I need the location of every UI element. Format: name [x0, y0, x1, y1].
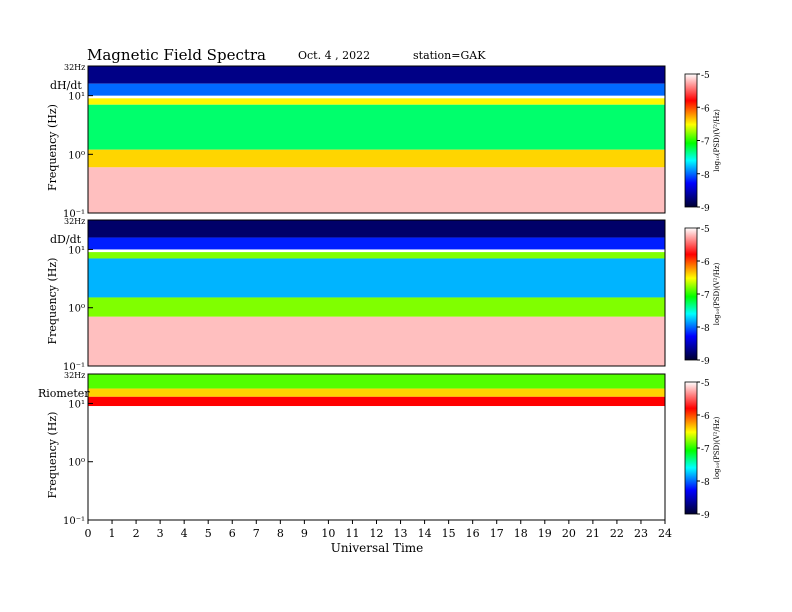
colorbar-tick-label: -6 — [701, 104, 710, 114]
heatmap-band — [88, 258, 665, 298]
panel-name-label: dH/dt — [50, 79, 82, 92]
station-label: station=GAK — [413, 49, 486, 62]
y-tick-label: 10⁻¹ — [63, 209, 85, 220]
heatmap-band — [88, 104, 665, 150]
y-axis-label: Frequency (Hz) — [46, 412, 59, 499]
y-tick-label: 10⁰ — [68, 304, 85, 315]
heatmap-band — [88, 149, 665, 168]
colorbar-tick-label: -7 — [701, 445, 710, 455]
x-tick-label: 6 — [229, 527, 236, 540]
x-tick-label: 23 — [634, 527, 648, 540]
panel-frame — [87, 65, 666, 214]
colorbar-tick-label: -6 — [701, 258, 710, 268]
heatmap-1 — [88, 66, 665, 213]
x-tick-label: 4 — [181, 527, 188, 540]
x-tick-label: 0 — [85, 527, 92, 540]
x-tick-label: 15 — [442, 527, 456, 540]
heatmap-band — [88, 316, 665, 366]
x-tick-label: 24 — [658, 527, 672, 540]
colorbar-tick-label: -8 — [701, 171, 710, 181]
y-tick-label: 10¹ — [68, 245, 85, 256]
colorbar — [684, 73, 698, 208]
x-tick-label: 21 — [586, 527, 600, 540]
colorbar-label: log₁₀(PSD)(V²/Hz) — [713, 262, 721, 325]
heatmap-band — [88, 237, 665, 250]
x-axis-label: Universal Time — [331, 541, 424, 555]
x-tick-label: 12 — [370, 527, 384, 540]
x-tick-label: 13 — [394, 527, 408, 540]
y-axis-label: Frequency (Hz) — [46, 104, 59, 191]
x-tick-label: 20 — [562, 527, 576, 540]
x-tick-label: 8 — [277, 527, 284, 540]
heatmap-band — [88, 406, 665, 520]
colorbar — [684, 227, 698, 361]
y-tick-label: 10⁻¹ — [63, 362, 85, 373]
heatmap-band — [88, 252, 665, 259]
x-tick-label: 22 — [610, 527, 624, 540]
heatmap-band — [88, 374, 665, 389]
figure-title: Magnetic Field Spectra — [87, 46, 266, 64]
heatmap-band — [88, 66, 665, 84]
heatmap-band — [88, 220, 665, 238]
heatmap-2 — [88, 220, 665, 366]
x-tick-label: 2 — [133, 527, 140, 540]
heatmap-3 — [88, 374, 665, 520]
colorbar-tick-label: -9 — [701, 511, 710, 521]
x-tick-label: 10 — [321, 527, 335, 540]
colorbar-tick-label: -7 — [701, 138, 710, 148]
x-tick-label: 11 — [345, 527, 359, 540]
x-tick-label: 17 — [490, 527, 504, 540]
y-tick-label: 10⁰ — [68, 150, 85, 161]
x-tick-label: 14 — [418, 527, 432, 540]
panel-frame — [87, 219, 666, 367]
colorbar-tick-label: -8 — [701, 324, 710, 334]
x-axis: 0 1 2 3 4 5 6 7 8 9 10 11 12 13 14 15 16 17 18 19 20 21 22 23 24 — [85, 520, 672, 540]
x-tick-label: 18 — [514, 527, 528, 540]
date-label: Oct. 4 , 2022 — [298, 49, 370, 62]
heatmap-band — [88, 167, 665, 213]
panel-top-label: 32Hz — [64, 217, 85, 226]
x-tick-label: 5 — [205, 527, 212, 540]
x-tick-label: 16 — [466, 527, 480, 540]
heatmap-band — [88, 388, 665, 397]
colorbar-tick-label: -5 — [701, 71, 710, 81]
colorbar-tick-label: -9 — [701, 204, 710, 214]
panel-top-label: 32Hz — [64, 371, 85, 380]
colorbar-tick-label: -5 — [701, 225, 710, 235]
heatmap-band — [88, 396, 665, 407]
colorbar-tick-label: -6 — [701, 412, 710, 422]
heatmap-band — [88, 83, 665, 96]
colorbar — [684, 381, 698, 515]
x-tick-label: 7 — [253, 527, 260, 540]
heatmap-band — [88, 297, 665, 317]
colorbar-tick-label: -8 — [701, 478, 710, 488]
colorbar-tick-label: -9 — [701, 357, 710, 367]
y-axis-label: Frequency (Hz) — [46, 258, 59, 345]
colorbar-tick-label: -7 — [701, 291, 710, 301]
panel-top-label: 32Hz — [64, 63, 85, 72]
y-tick-label: 10¹ — [68, 92, 85, 103]
y-tick-label: 10⁰ — [68, 458, 85, 469]
colorbar-label: log₁₀(PSD)(V²/Hz) — [713, 109, 721, 172]
y-tick-label: 10⁻¹ — [63, 516, 85, 527]
colorbar-tick-label: -5 — [701, 379, 710, 389]
panel-name-label: Riometer — [38, 387, 90, 400]
heatmap-band — [88, 98, 665, 105]
x-tick-label: 9 — [301, 527, 308, 540]
y-tick-label: 10¹ — [68, 399, 85, 410]
x-tick-label: 3 — [157, 527, 164, 540]
x-tick-label: 1 — [109, 527, 116, 540]
colorbar-label: log₁₀(PSD)(V²/Hz) — [713, 416, 721, 479]
panel-name-label: dD/dt — [50, 233, 82, 246]
x-tick-label: 19 — [538, 527, 552, 540]
